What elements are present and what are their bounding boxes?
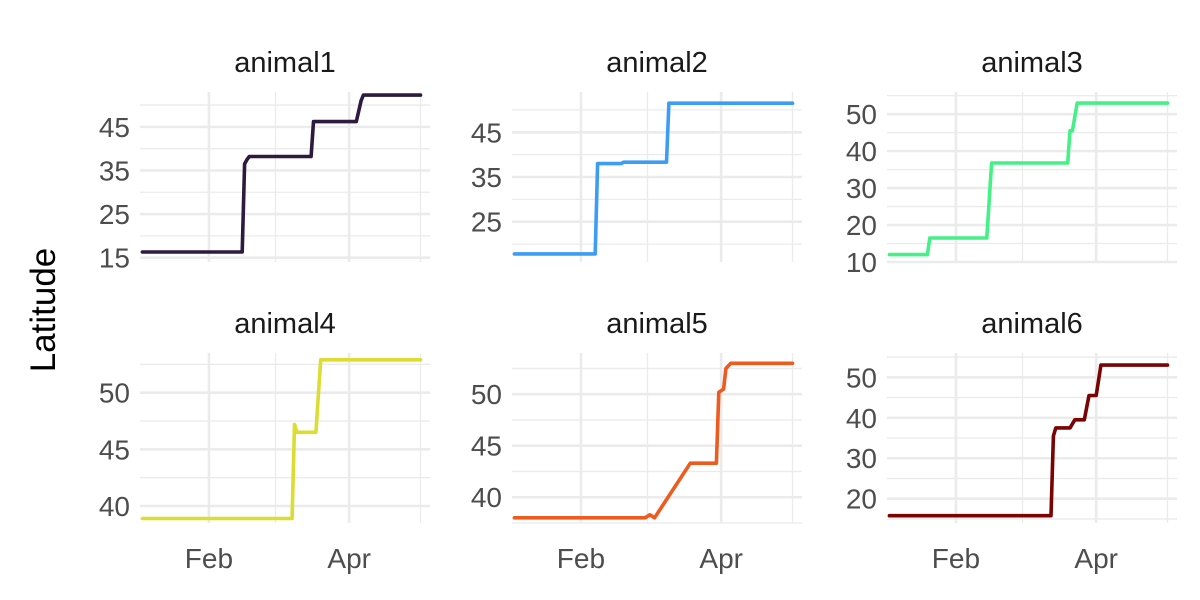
panel-title: animal1 (234, 47, 336, 79)
y-tick-label: 10 (846, 247, 877, 278)
y-axis-title: Latitude (24, 248, 63, 373)
y-tick-label: 40 (471, 482, 502, 513)
panel-animal4: animal4 40 45 50 Feb Apr (99, 308, 430, 574)
panel-title: animal4 (234, 308, 336, 340)
x-tick-label: Feb (932, 543, 980, 574)
x-tick-label: Feb (557, 543, 605, 574)
y-tick-label: 40 (846, 403, 877, 434)
facet-panels: animal1 15 25 35 45 animal2 25 35 45 animal3 10 20 3… (99, 47, 1177, 574)
series-line-animal4 (140, 358, 423, 521)
y-tick-label: 40 (846, 136, 877, 167)
series-line-animal3 (887, 101, 1170, 257)
y-tick-label: 50 (99, 378, 130, 409)
panel-title: animal6 (981, 308, 1083, 340)
panel-title: animal3 (981, 47, 1083, 79)
series-line-animal1 (140, 93, 423, 254)
series-line-animal5 (512, 361, 795, 520)
panel-animal3: animal3 10 20 30 40 50 (846, 47, 1177, 278)
y-tick-label: 50 (846, 362, 877, 393)
y-tick-label: 50 (846, 99, 877, 130)
series-line-animal6 (887, 363, 1170, 518)
y-tick-label: 40 (99, 491, 130, 522)
x-tick-label: Feb (185, 543, 233, 574)
series-line-animal2 (512, 101, 795, 256)
y-tick-label: 50 (471, 379, 502, 410)
y-tick-label: 15 (99, 243, 130, 274)
y-tick-label: 30 (846, 173, 877, 204)
y-tick-label: 25 (99, 199, 130, 230)
panel-animal5: animal5 40 45 50 Feb Apr (471, 308, 802, 574)
y-tick-label: 35 (471, 162, 502, 193)
y-tick-label: 30 (846, 443, 877, 474)
y-tick-label: 45 (99, 434, 130, 465)
y-tick-label: 45 (471, 431, 502, 462)
x-tick-label: Apr (699, 543, 743, 574)
x-tick-label: Apr (1074, 543, 1118, 574)
panel-animal6: animal6 20 30 40 50 Feb Apr (846, 308, 1177, 574)
y-tick-label: 20 (846, 210, 877, 241)
x-tick-label: Apr (327, 543, 371, 574)
y-tick-label: 20 (846, 484, 877, 515)
panel-title: animal5 (606, 308, 708, 340)
panel-title: animal2 (606, 47, 708, 79)
panel-animal1: animal1 15 25 35 45 (99, 47, 430, 274)
panel-animal2: animal2 25 35 45 (471, 47, 802, 262)
y-tick-label: 45 (471, 117, 502, 148)
y-tick-label: 25 (471, 207, 502, 238)
y-tick-label: 35 (99, 155, 130, 186)
y-tick-label: 45 (99, 112, 130, 143)
